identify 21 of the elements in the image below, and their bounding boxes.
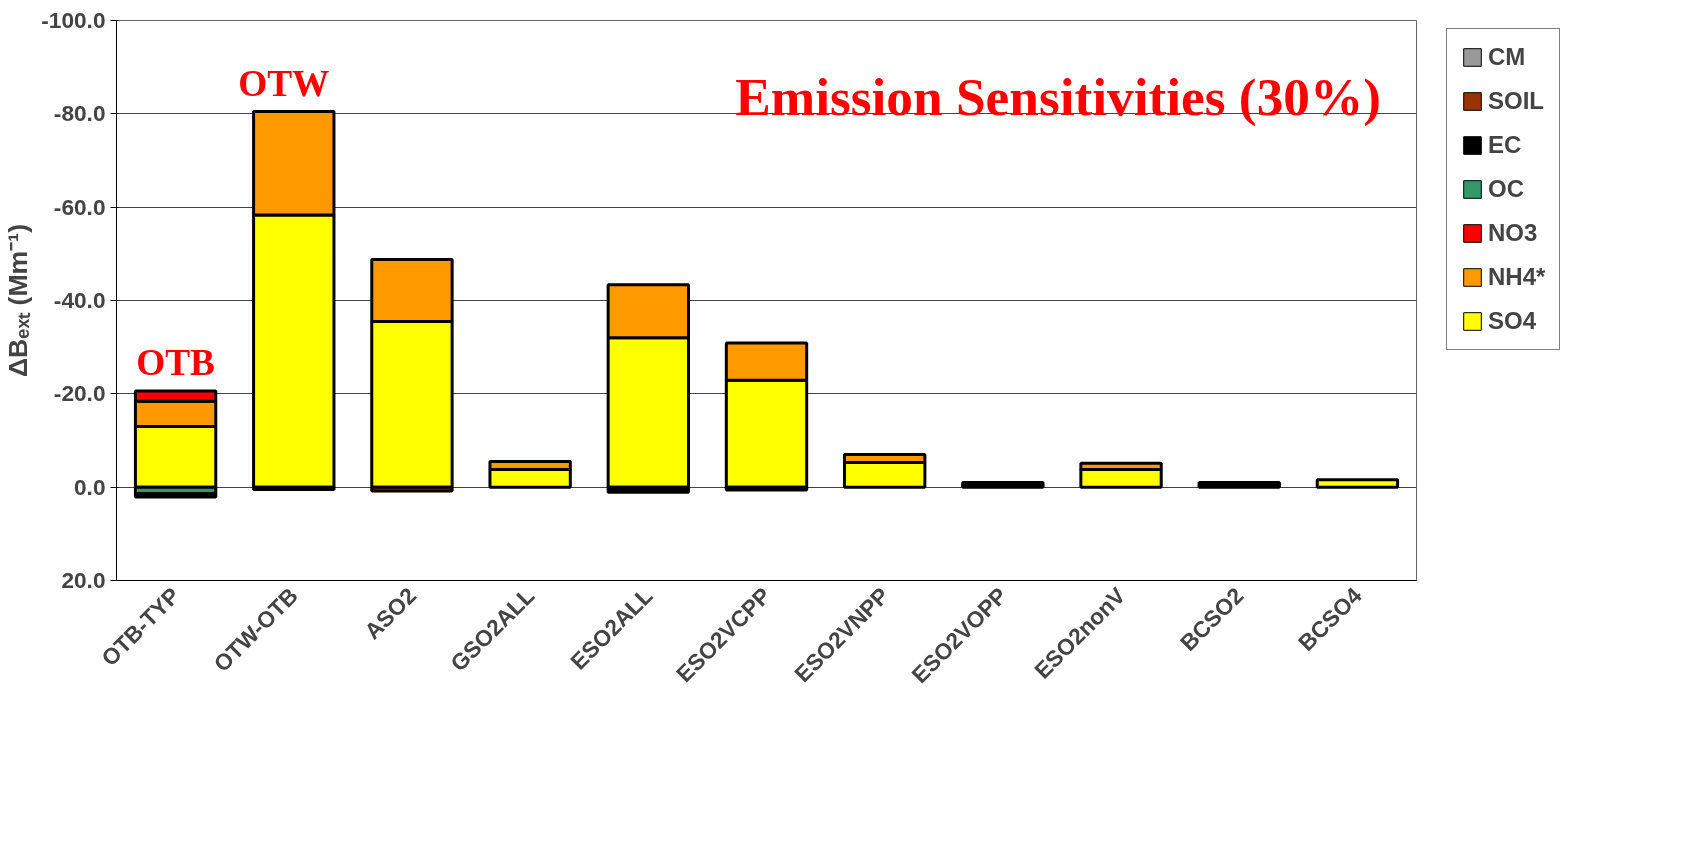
legend-label: OC xyxy=(1488,175,1524,203)
y-tick-label: -80.0 xyxy=(53,100,106,127)
bar xyxy=(1197,481,1281,489)
legend-label: NH4* xyxy=(1488,263,1546,291)
bar xyxy=(961,481,1045,489)
y-tick-label: -40.0 xyxy=(53,287,106,313)
y-tick-label: -100.0 xyxy=(41,7,106,33)
y-tick-label: -20.0 xyxy=(53,380,106,407)
legend-label: SOIL xyxy=(1488,87,1545,115)
legend-label: CM xyxy=(1488,43,1526,71)
annotation: OTB xyxy=(136,342,216,384)
y-tick-label: 20.0 xyxy=(61,567,106,593)
y-tick-label: 0.0 xyxy=(74,473,106,500)
text: Emission Sensitivities (30%) xyxy=(735,67,1382,128)
legend-label: EC xyxy=(1488,131,1522,159)
annotation: OTW xyxy=(238,62,330,104)
y-axis-title: ΔBₑₓₜ (Mm⁻¹) xyxy=(3,223,34,378)
legend-label: NO3 xyxy=(1488,219,1538,247)
y-tick-label: -60.0 xyxy=(53,193,106,220)
bar xyxy=(1315,478,1400,489)
legend-label: SO4 xyxy=(1488,307,1537,335)
